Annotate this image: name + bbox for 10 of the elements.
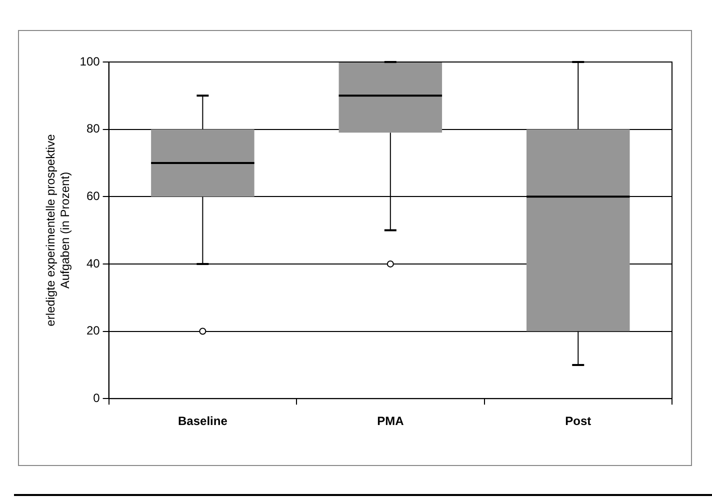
x-tick-label: Baseline	[178, 414, 228, 428]
y-tick-label: 0	[93, 390, 100, 405]
x-tick-label: PMA	[377, 414, 404, 428]
y-tick-label: 100	[80, 54, 100, 68]
y-tick-label: 40	[86, 256, 100, 270]
y-tick-label: 60	[86, 188, 100, 203]
x-tick-label: Post	[565, 414, 592, 428]
y-tick-label: 20	[86, 324, 100, 338]
y-tick-label: 80	[86, 122, 100, 136]
y-axis-title: erledigte experimentelle prospektive Aufgaben (in Prozent)	[44, 134, 72, 326]
